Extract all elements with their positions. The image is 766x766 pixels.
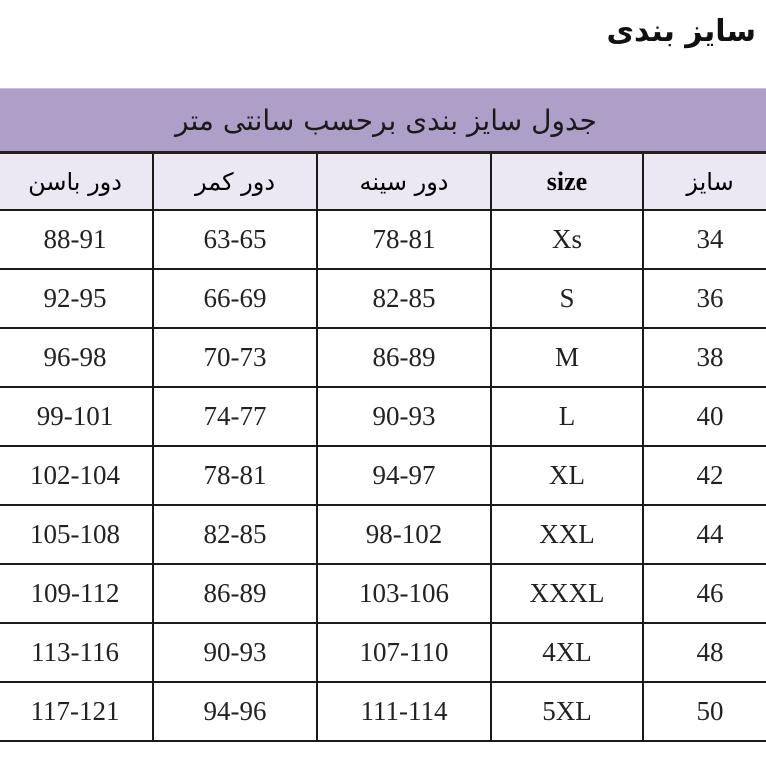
- cell-chest: 90-93: [316, 386, 492, 447]
- table-caption: جدول سایز بندی برحسب سانتی متر: [0, 88, 766, 154]
- cell-size-fa: 50: [642, 681, 766, 742]
- cell-chest: 111-114: [316, 681, 492, 742]
- page-title: سایز بندی: [606, 14, 756, 49]
- cell-hip: 99-101: [0, 386, 154, 447]
- cell-hip: 88-91: [0, 209, 154, 270]
- header-size-en: size: [490, 154, 644, 211]
- header-chest: دور سینه: [316, 154, 492, 211]
- cell-hip: 117-121: [0, 681, 154, 742]
- header-hip: دور باسن: [0, 154, 154, 211]
- cell-waist: 78-81: [152, 445, 318, 506]
- cell-waist: 94-96: [152, 681, 318, 742]
- table-row: 96-98 70-73 86-89 M 38: [0, 327, 766, 388]
- header-row: دور باسن دور کمر دور سینه size سایز: [0, 154, 766, 211]
- cell-size-fa: 48: [642, 622, 766, 683]
- table-row: 99-101 74-77 90-93 L 40: [0, 386, 766, 447]
- cell-waist: 82-85: [152, 504, 318, 565]
- cell-hip: 96-98: [0, 327, 154, 388]
- cell-waist: 86-89: [152, 563, 318, 624]
- cell-chest: 78-81: [316, 209, 492, 270]
- cell-waist: 90-93: [152, 622, 318, 683]
- cell-size-en: S: [490, 268, 644, 329]
- cell-hip: 113-116: [0, 622, 154, 683]
- header-size-fa: سایز: [642, 154, 766, 211]
- cell-size-fa: 46: [642, 563, 766, 624]
- table-row: 113-116 90-93 107-110 4XL 48: [0, 622, 766, 683]
- cell-waist: 70-73: [152, 327, 318, 388]
- cell-size-en: Xs: [490, 209, 644, 270]
- cell-chest: 103-106: [316, 563, 492, 624]
- cell-size-en: L: [490, 386, 644, 447]
- table-row: 105-108 82-85 98-102 XXL 44: [0, 504, 766, 565]
- cell-waist: 63-65: [152, 209, 318, 270]
- cell-size-en: 4XL: [490, 622, 644, 683]
- table-row: 102-104 78-81 94-97 XL 42: [0, 445, 766, 506]
- table-row: 88-91 63-65 78-81 Xs 34: [0, 209, 766, 270]
- cell-chest: 94-97: [316, 445, 492, 506]
- cell-size-en: XXL: [490, 504, 644, 565]
- table-row: 109-112 86-89 103-106 XXXL 46: [0, 563, 766, 624]
- cell-waist: 66-69: [152, 268, 318, 329]
- cell-size-fa: 40: [642, 386, 766, 447]
- cell-hip: 102-104: [0, 445, 154, 506]
- cell-hip: 105-108: [0, 504, 154, 565]
- table-row: 117-121 94-96 111-114 5XL 50: [0, 681, 766, 742]
- cell-size-fa: 36: [642, 268, 766, 329]
- cell-size-en: XXXL: [490, 563, 644, 624]
- cell-chest: 107-110: [316, 622, 492, 683]
- cell-size-fa: 42: [642, 445, 766, 506]
- cell-size-fa: 34: [642, 209, 766, 270]
- cell-waist: 74-77: [152, 386, 318, 447]
- cell-hip: 92-95: [0, 268, 154, 329]
- cell-hip: 109-112: [0, 563, 154, 624]
- cell-size-en: M: [490, 327, 644, 388]
- cell-size-en: 5XL: [490, 681, 644, 742]
- table-row: 92-95 66-69 82-85 S 36: [0, 268, 766, 329]
- header-waist: دور کمر: [152, 154, 318, 211]
- cell-chest: 82-85: [316, 268, 492, 329]
- cell-chest: 86-89: [316, 327, 492, 388]
- cell-size-fa: 44: [642, 504, 766, 565]
- cell-size-en: XL: [490, 445, 644, 506]
- cell-chest: 98-102: [316, 504, 492, 565]
- cell-size-fa: 38: [642, 327, 766, 388]
- size-chart-table: جدول سایز بندی برحسب سانتی متر دور باسن …: [0, 88, 766, 742]
